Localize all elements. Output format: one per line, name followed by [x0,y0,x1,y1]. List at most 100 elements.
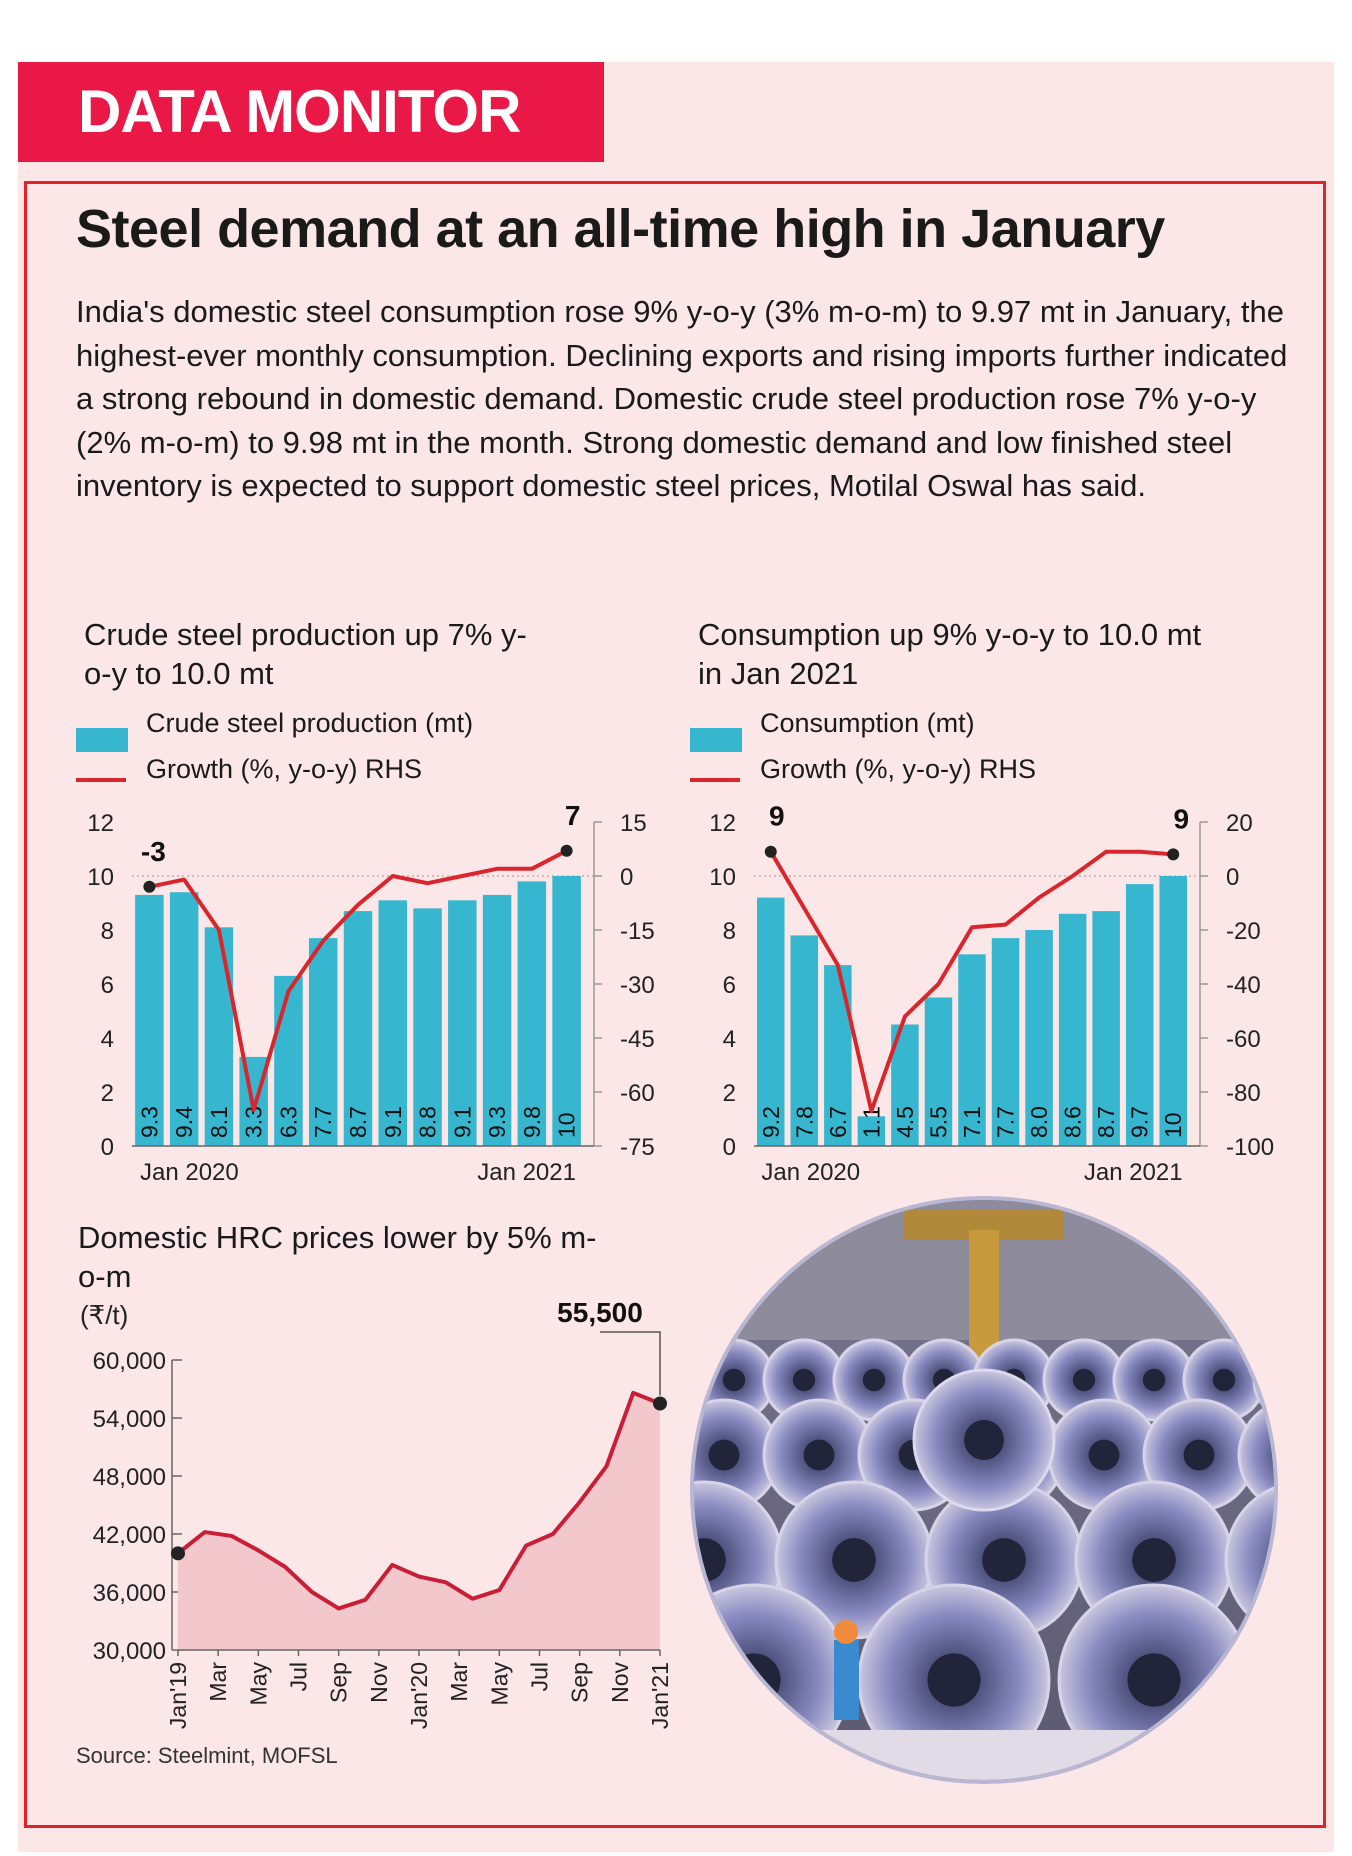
chart1-bar [413,908,442,1146]
chart2-bar-label: 9.2 [758,1106,784,1138]
chart2-ytick-left: 2 [723,1080,736,1107]
chart2-ytick-right: -40 [1226,972,1261,999]
chart3-xtick: Jan'21 [647,1662,670,1729]
chart3-ytick: 54,000 [93,1406,166,1433]
chart1-legend-bar-swatch [76,728,128,752]
chart1-ytick-right: -30 [620,972,655,999]
chart2-ytick-left: 8 [723,918,736,945]
chart1-bar [517,881,547,1146]
hoisted-coil-core [964,1420,1004,1460]
steel-coil-core [1072,1368,1096,1392]
steel-coil-core [708,1439,740,1471]
headline: Steel demand at an all-time high in Janu… [76,199,1165,259]
chart1-annotation-start: -3 [141,836,166,867]
chart2-bar [1092,911,1120,1146]
chart3-title: Domestic HRC prices lower by 5% m-o-m [78,1220,597,1294]
chart1-ytick-right: 0 [620,864,633,891]
steel-coil-core [1132,1538,1176,1582]
chart1-ytick-right: -75 [620,1134,655,1161]
chart1-bar [274,975,303,1146]
chart2-bar [824,965,852,1146]
section-banner: DATA MONITOR [18,62,604,162]
chart3-xtick: Jan'19 [165,1662,191,1729]
chart3-area [178,1392,660,1650]
content-frame [24,181,1326,1828]
chart1-bar-label: 7.7 [310,1106,336,1138]
chart2-bar [1058,913,1087,1146]
chart2-xlabel-end: Jan 2021 [1084,1159,1183,1180]
chart1-bar [448,900,477,1146]
chart2-legend-line-label: Growth (%, y-o-y) RHS [760,754,1037,784]
chart1-bar-label: 9.3 [136,1106,162,1138]
chart1-growth-line [148,849,568,1112]
chart1-ytick-right: -45 [620,1026,655,1053]
steel-coils-photo [690,1196,1284,1784]
chart1-bar [169,892,199,1146]
chart1-bar [552,876,581,1146]
chart3-start-marker [171,1546,185,1561]
chart2-ytick-left: 6 [723,972,736,999]
chart1-ytick-left: 4 [101,1026,114,1053]
steel-coil [1257,1583,1274,1777]
chart1-ytick-left: 12 [87,810,114,837]
chart1-bar [135,894,164,1146]
chart2-bar-label: 8.0 [1026,1106,1052,1138]
chart1-bar [378,900,408,1146]
steel-coil-core [832,1538,876,1582]
chart1-legend-bar-label: Crude steel production (mt) [146,708,474,738]
chart1-ytick-left: 0 [101,1134,114,1161]
chart1-xlabel-end: Jan 2021 [477,1159,576,1180]
chart2-bar-label: 7.7 [993,1106,1019,1138]
chart3-xtick: May [486,1662,512,1706]
chart2-bar-label: 8.7 [1093,1106,1119,1138]
chart2-title: Consumption up 9% y-o-y to 10.0 mt in Ja… [698,617,1202,691]
chart3-xtick: Sep [326,1662,352,1703]
chart1-start-marker [143,880,156,893]
chart1-bar [482,894,512,1146]
chart1-ytick-left: 6 [101,972,114,999]
chart3-end-marker [653,1396,667,1411]
chart3-annotation: 55,500 [557,1297,643,1328]
chart2-bar-label: 10 [1160,1112,1186,1138]
chart1-ytick-left: 2 [101,1080,114,1107]
chart3-ytick: 48,000 [93,1464,166,1491]
chart1-bar-label: 9.4 [171,1106,197,1138]
chart1-xlabel-start: Jan 2020 [140,1159,239,1180]
steel-coil-core [1088,1439,1120,1471]
steel-coil-core [1282,1538,1284,1582]
chart2-legend-line-swatch [690,778,740,782]
steel-coil [1237,1398,1274,1512]
chart3-xtick: Sep [567,1662,593,1703]
chart3-xtick: Mar [205,1662,231,1702]
chart3-callout-line [600,1331,661,1396]
chart2-bar [1025,930,1053,1146]
chart2-bar [958,954,986,1146]
chart1-bar [308,938,338,1146]
chart1-end-marker [560,844,573,857]
chart2-bar-label: 7.1 [959,1106,985,1138]
chart2-start-marker [764,845,777,858]
chart1-ytick-right: 15 [620,810,647,837]
chart2-ytick-left: 10 [709,864,736,891]
chart2-bar-label: 6.7 [825,1106,851,1138]
steel-coil-core [722,1368,746,1392]
steel-coil-core [1279,1440,1284,1471]
body-text: India's domestic steel consumption rose … [76,294,1288,503]
chart2-ytick-right: -20 [1226,918,1261,945]
chart1-annotation-end: 7 [565,800,581,831]
chart3-svg: (₹/t) 60,000 54,000 48,000 42,000 36,000 30,00… [80,1297,670,1729]
chart3-ytick: 60,000 [93,1348,166,1375]
chart1-bar-label: 8.8 [415,1106,441,1138]
chart1-ytick-left: 8 [101,918,114,945]
chart1-bar-label: 8.1 [206,1106,232,1138]
chart2-bar-label: 5.5 [925,1106,951,1138]
steel-coil-core [862,1368,886,1392]
chart1-legend-line-swatch [76,778,126,782]
chart3-ytick: 42,000 [93,1522,166,1549]
steel-coil-core [982,1538,1026,1582]
chart2-bar-label: 4.5 [892,1106,918,1138]
chart3-xtick: Jul [286,1662,312,1691]
chart3-xtick: Jul [527,1662,553,1691]
chart1-ytick-right: -15 [620,918,655,945]
chart2-ytick-left: 0 [723,1134,736,1161]
